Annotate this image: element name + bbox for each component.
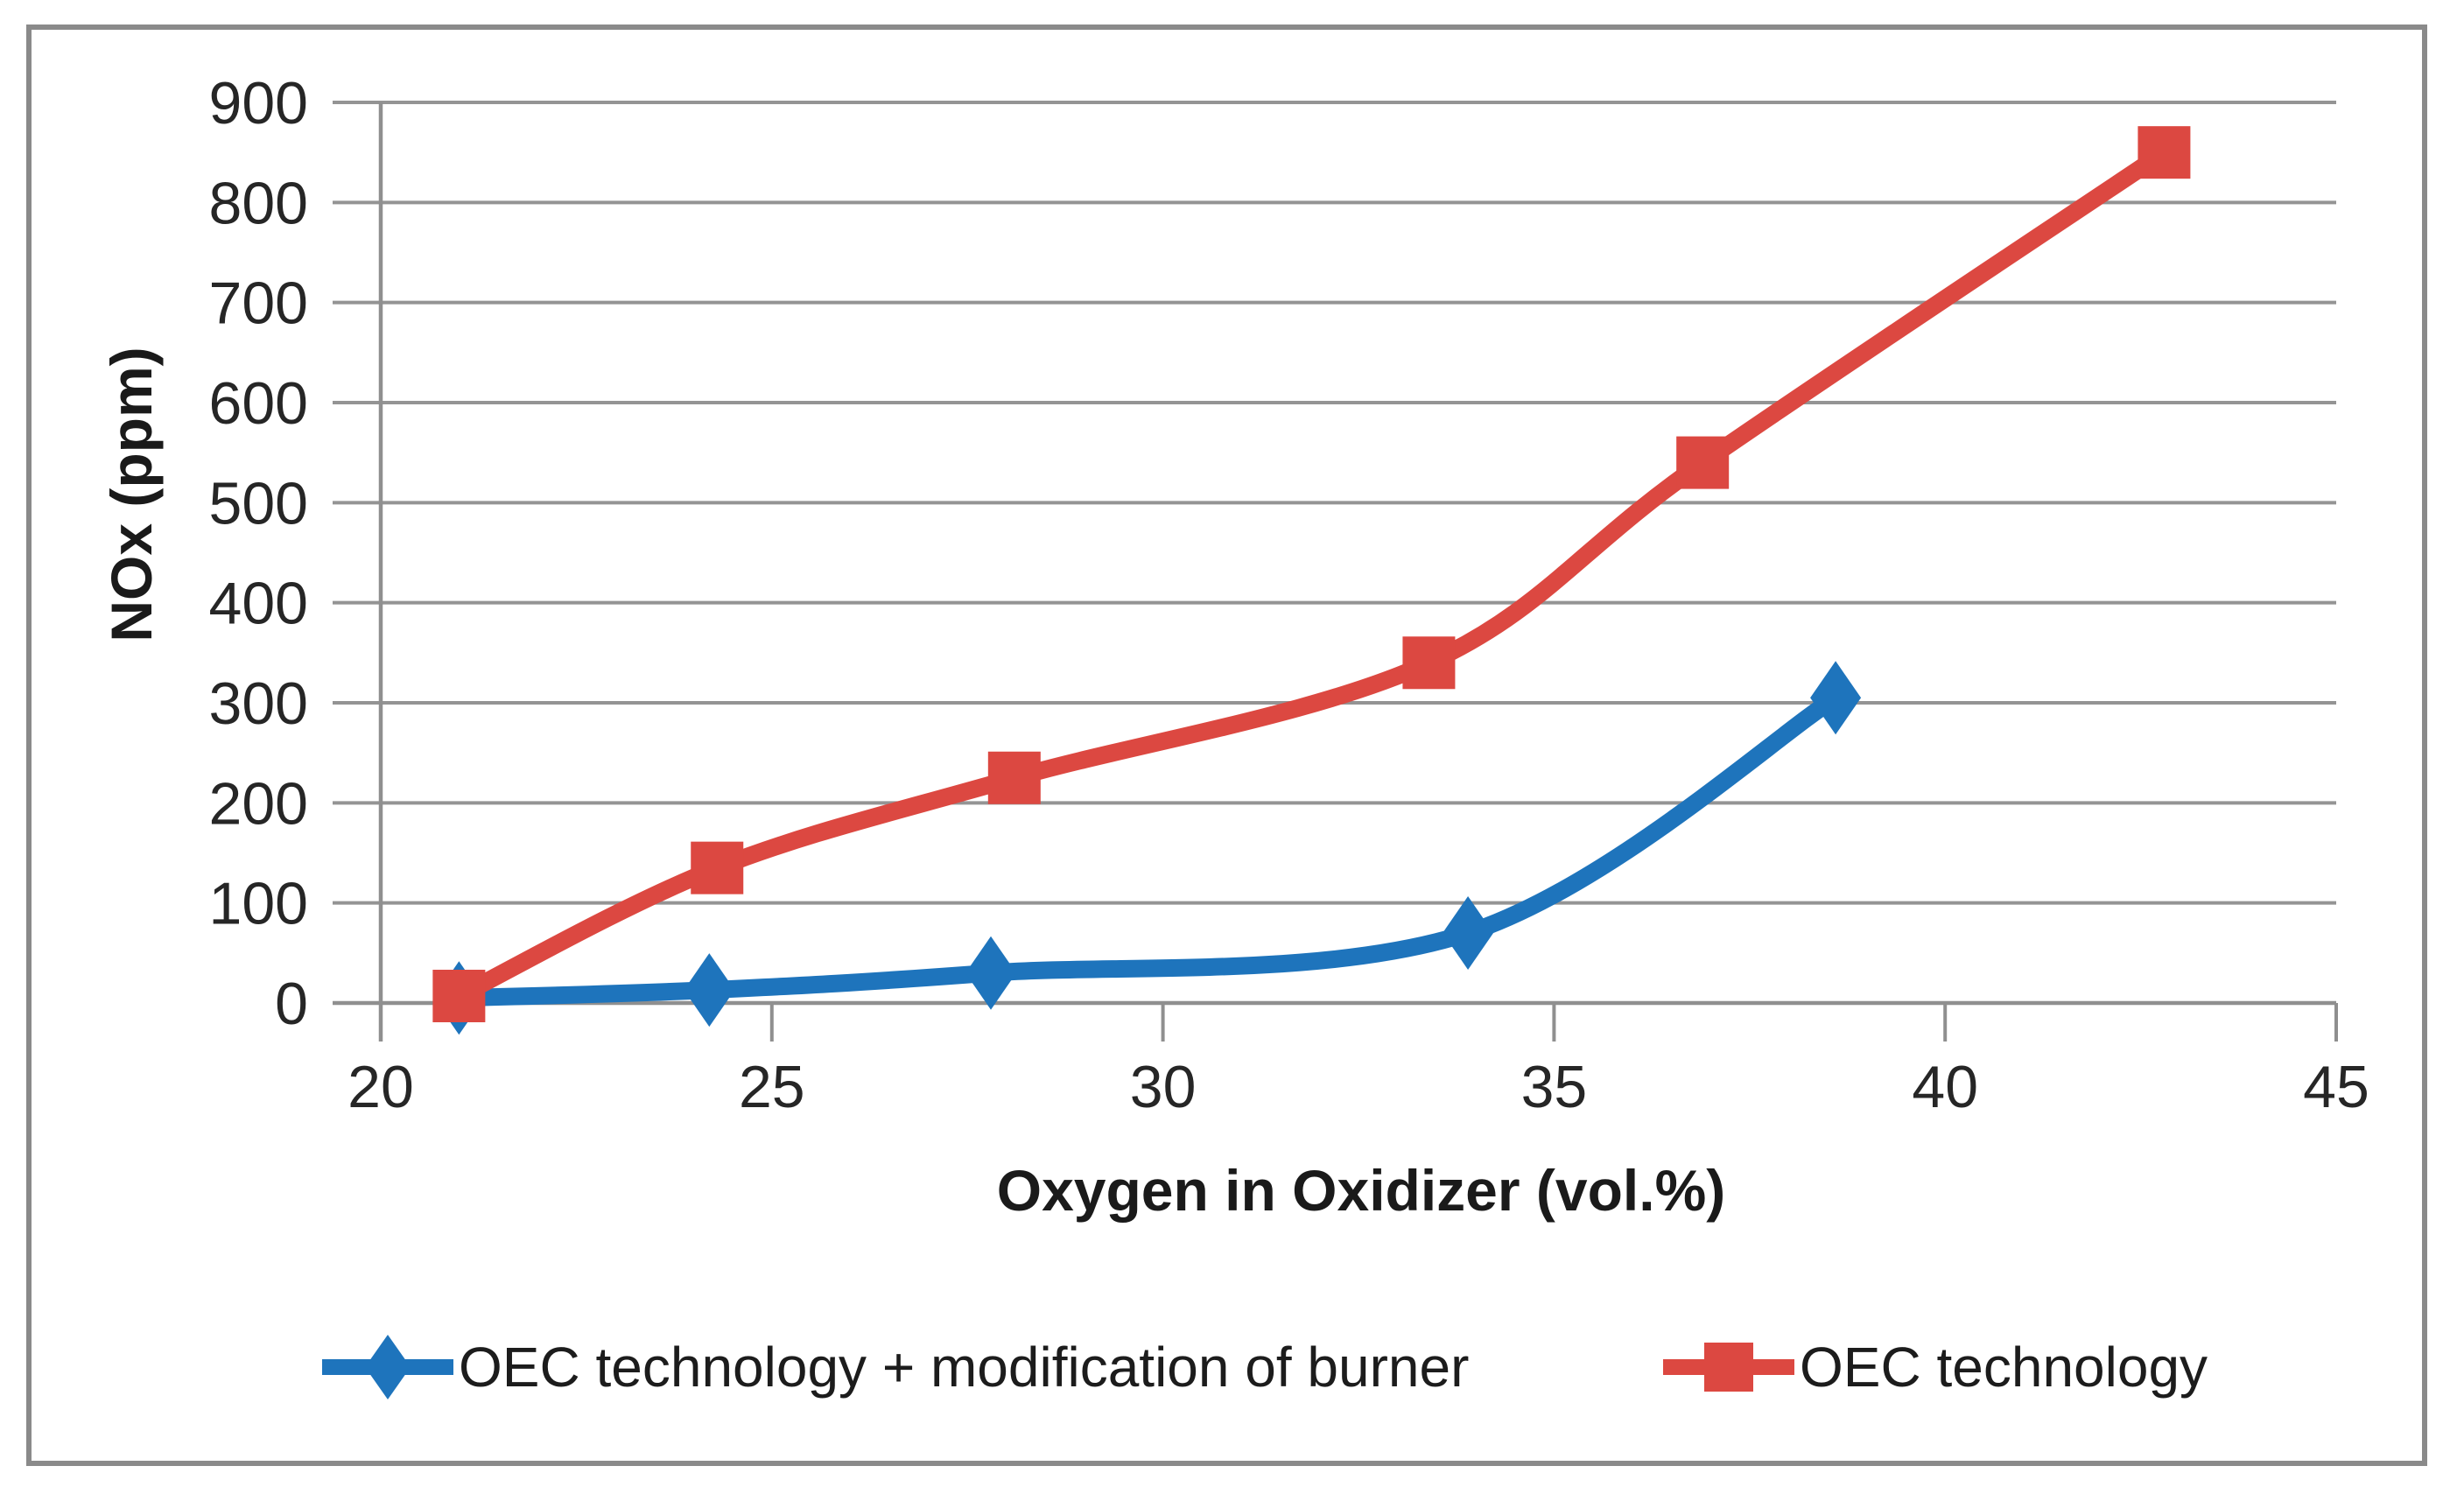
legend-label-oec-modified: OEC technology + modification of burner [459,1336,1470,1399]
data-point-square-1-3 [1402,636,1456,690]
legend-swatch-square [1663,1343,1794,1392]
data-point-diamond-0-3 [1443,895,1494,970]
legend-swatch-diamond [322,1335,453,1399]
data-point-diamond-0-2 [965,936,1017,1010]
y-tick-label-800: 800 [209,170,308,236]
y-tick-label-200: 200 [209,770,308,837]
data-point-diamond-0-1 [684,953,735,1028]
y-tick-label-700: 700 [209,270,308,337]
x-axis-title: Oxygen in Oxidizer (vol.%) [996,1158,1726,1223]
y-tick-label-400: 400 [209,571,308,637]
legend-label-oec: OEC technology [1800,1336,2208,1399]
x-tick-label-25: 25 [739,1054,805,1120]
series-line-0 [450,689,1845,1007]
data-point-square-1-0 [432,969,486,1022]
y-tick-label-900: 900 [209,70,308,137]
data-point-square-1-2 [987,751,1041,804]
data-point-diamond-0-4 [1810,661,1862,735]
x-tick-label-40: 40 [1912,1054,1978,1120]
x-tick-label-35: 35 [1521,1054,1588,1120]
diamond-marker-icon [365,1335,411,1399]
data-point-square-1-4 [1676,436,1730,489]
legend-item-oec: OEC technology [1663,1328,2208,1406]
tick-labels-layer: 0 100 200 300 400 500 600 700 800 900 20 25 30 35 40 45 [209,70,2369,1120]
y-tick-label-300: 300 [209,670,308,737]
x-tick-label-30: 30 [1130,1054,1197,1120]
y-tick-label-100: 100 [209,871,308,937]
square-marker-icon [1704,1343,1753,1392]
data-point-square-1-5 [2138,126,2191,179]
y-tick-label-500: 500 [209,470,308,537]
figure-border [26,25,2427,1466]
x-tick-label-45: 45 [2303,1054,2369,1120]
series-layer [432,126,2191,1035]
legend-item-oec-modified: OEC technology + modification of burner [322,1328,1469,1406]
data-point-square-1-1 [691,841,744,894]
y-tick-label-0: 0 [275,971,308,1037]
y-tick-label-600: 600 [209,370,308,437]
x-tick-label-20: 20 [347,1054,414,1120]
y-axis-title: NOx (ppm) [99,347,164,642]
axes-layer [333,102,2338,1042]
